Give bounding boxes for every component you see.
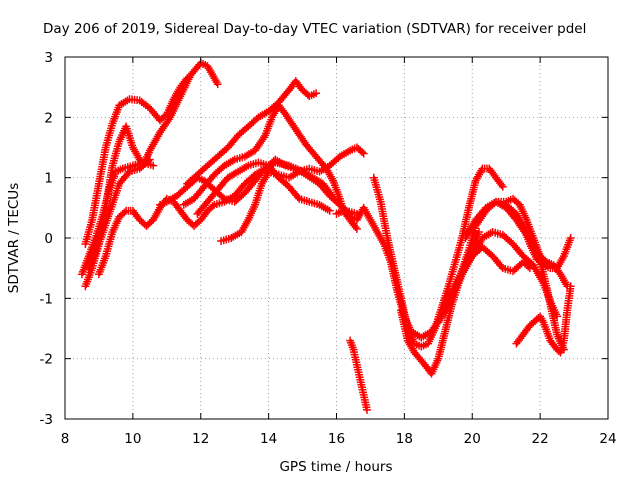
plus-marker-trail bbox=[369, 164, 507, 351]
series-arc-10 bbox=[217, 143, 368, 245]
plus-marker-trail bbox=[498, 200, 575, 273]
plus-marker-trail bbox=[346, 336, 371, 414]
series-arc-17 bbox=[498, 200, 575, 273]
plus-marker-trail bbox=[81, 74, 192, 248]
y-tick-label: -3 bbox=[40, 412, 53, 428]
x-tick-label: 14 bbox=[260, 431, 277, 447]
plus-marker-trail bbox=[193, 158, 334, 218]
grid bbox=[65, 57, 608, 419]
series-arc-19 bbox=[346, 336, 371, 414]
x-tick-label: 24 bbox=[599, 431, 616, 447]
y-tick-label: 2 bbox=[44, 110, 53, 126]
plus-marker-trail bbox=[512, 282, 575, 357]
plus-marker-trail bbox=[332, 203, 534, 342]
series-arc-6 bbox=[156, 155, 348, 212]
plus-marker-trail bbox=[217, 143, 368, 245]
x-tick-label: 16 bbox=[328, 431, 345, 447]
y-tick-label: -1 bbox=[40, 291, 53, 307]
plus-marker-trail bbox=[461, 197, 568, 354]
x-tick-label: 12 bbox=[192, 431, 209, 447]
plus-marker-trail bbox=[84, 155, 154, 273]
x-tick-label: 22 bbox=[532, 431, 549, 447]
x-axis-label: GPS time / hours bbox=[279, 459, 392, 475]
series-arc-1 bbox=[81, 74, 192, 248]
plus-marker-trail bbox=[183, 77, 321, 188]
series-arc-9 bbox=[183, 77, 321, 188]
series-arc-11 bbox=[332, 203, 534, 342]
y-tick-label: -2 bbox=[40, 352, 53, 368]
chart-title: Day 206 of 2019, Sidereal Day-to-day VTE… bbox=[43, 21, 586, 37]
y-tick-label: 1 bbox=[44, 171, 53, 187]
series-arc-8 bbox=[193, 158, 334, 218]
y-axis-label: SDTVAR / TECUs bbox=[6, 183, 22, 293]
plus-marker-trail bbox=[179, 101, 361, 233]
plot-frame bbox=[64, 56, 609, 420]
series-arc-18 bbox=[512, 282, 575, 357]
x-tick-label: 20 bbox=[464, 431, 481, 447]
y-tick-label: 3 bbox=[44, 50, 53, 66]
series-arc-7 bbox=[179, 101, 361, 233]
x-tick-label: 10 bbox=[124, 431, 141, 447]
x-tick-label: 8 bbox=[61, 431, 70, 447]
x-tick-label: 18 bbox=[396, 431, 413, 447]
series-arc-12 bbox=[369, 164, 507, 351]
plus-marker-trail bbox=[156, 155, 348, 212]
data-points bbox=[78, 59, 575, 414]
series-arc-4 bbox=[84, 155, 154, 273]
y-tick-label: 0 bbox=[44, 231, 53, 247]
series-arc-16 bbox=[461, 197, 568, 354]
